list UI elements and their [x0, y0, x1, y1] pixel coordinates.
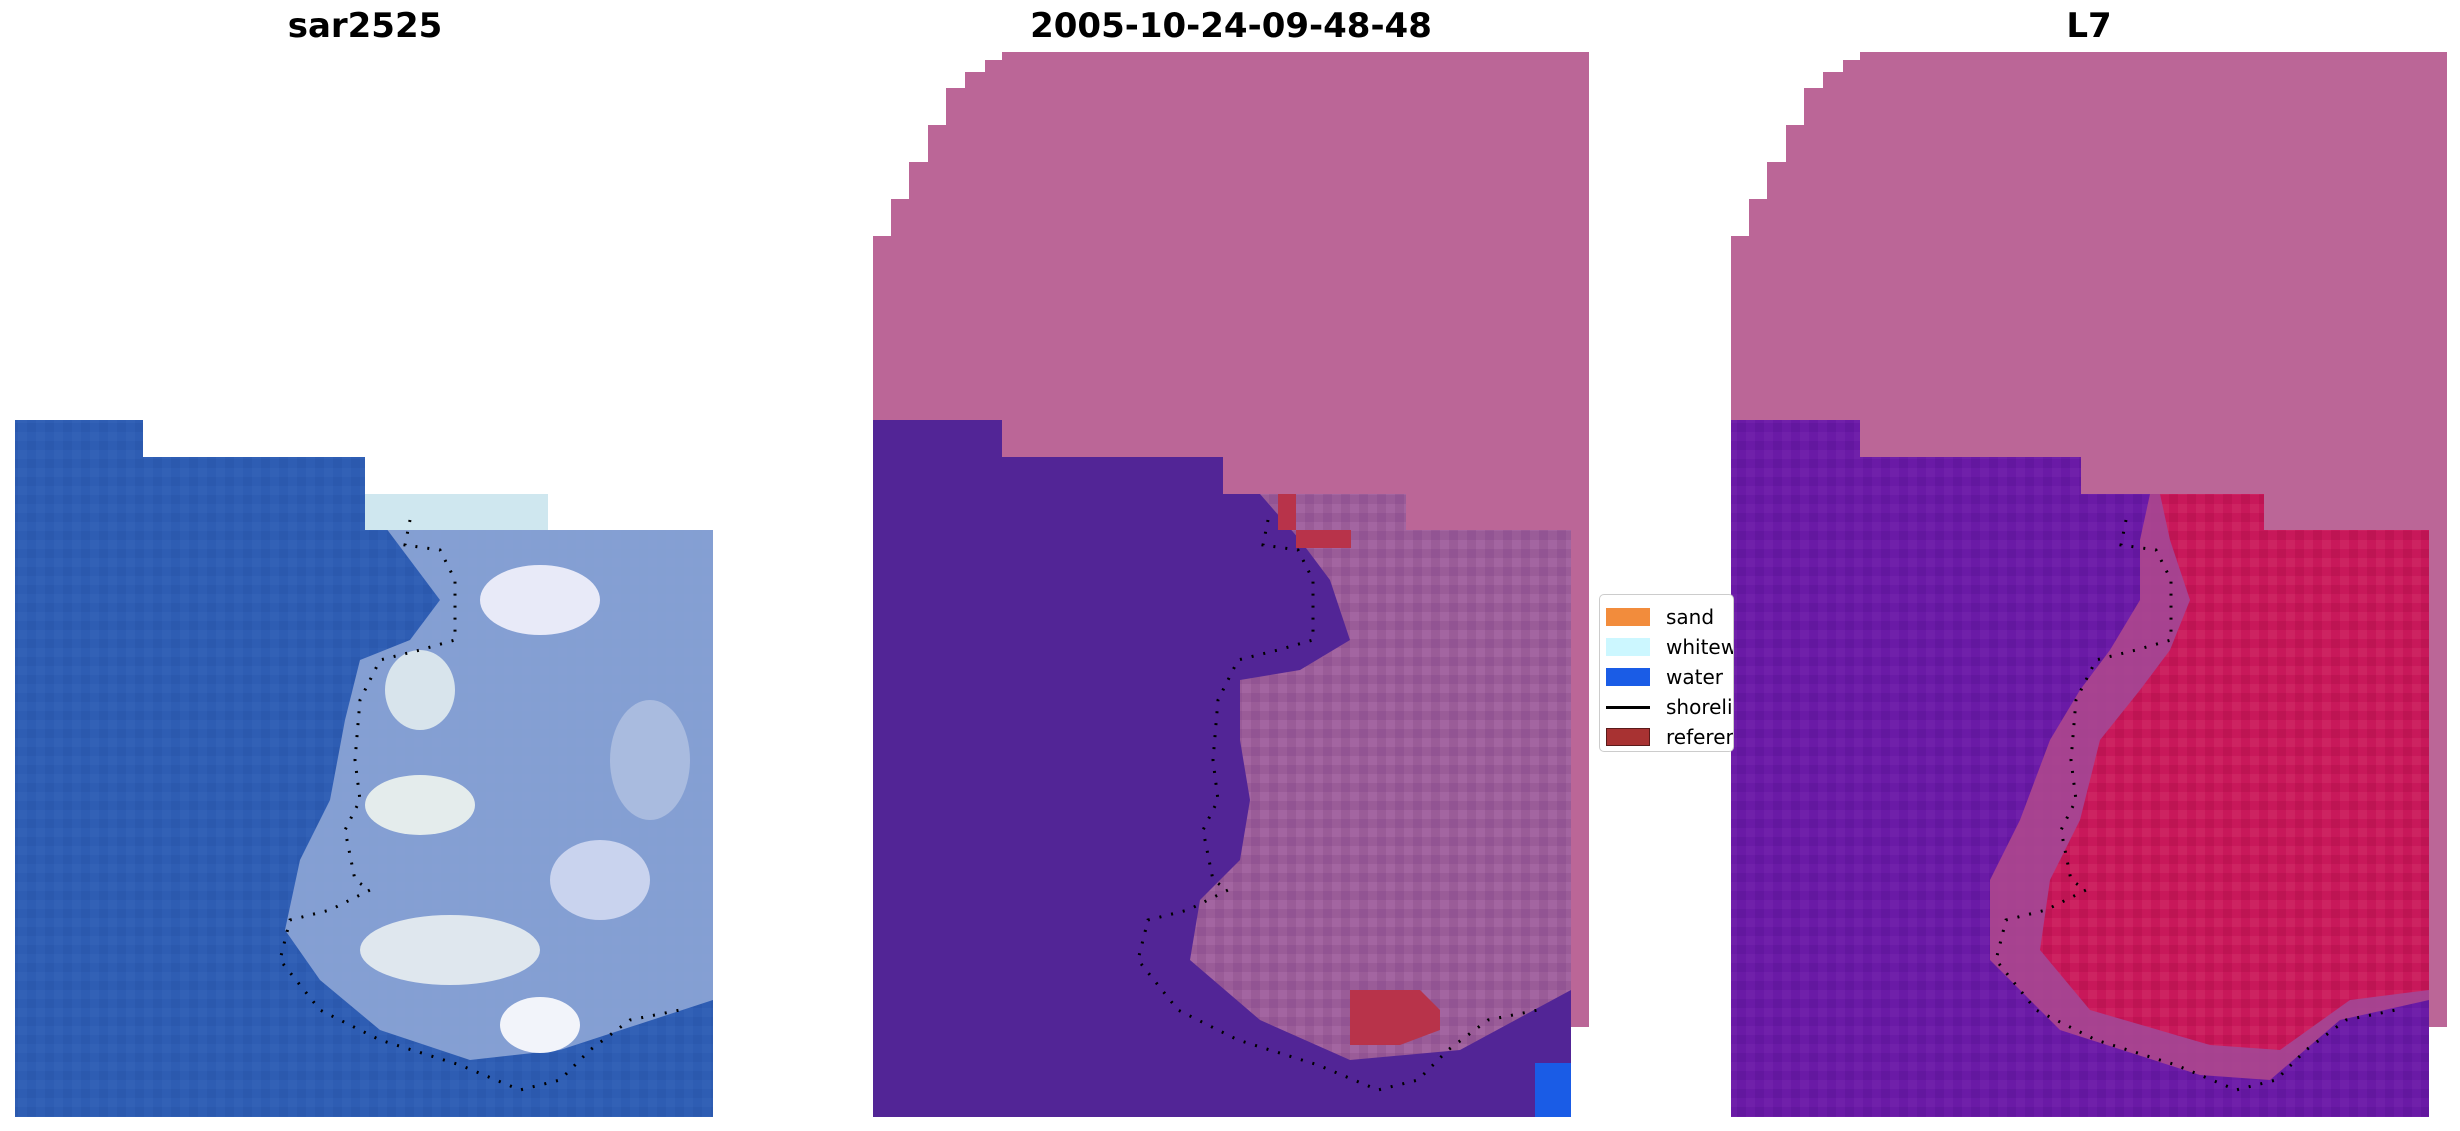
legend-item-shoreline: shoreline: [1606, 694, 1733, 720]
classification-image: [873, 52, 1589, 1117]
legend-label: shoreline: [1666, 695, 1733, 719]
legend-item-sand: sand: [1606, 604, 1714, 630]
panel-title-rgb: sar2525: [287, 6, 443, 46]
legend-item-water: water: [1606, 664, 1723, 690]
shoreline-classification: [1136, 519, 1539, 1092]
panel-title-classification: 2005-10-24-09-48-48: [1030, 6, 1432, 46]
legend-swatch-sand: [1606, 608, 1650, 626]
rgb-image: [15, 420, 713, 1117]
panel-title-index: L7: [2066, 6, 2112, 46]
legend-label: water: [1666, 665, 1723, 689]
legend-swatch-water: [1606, 668, 1650, 686]
legend-line-shoreline: [1606, 705, 1650, 709]
shoreline-index: [1994, 519, 2397, 1092]
legend-swatch-reference: [1606, 728, 1650, 746]
legend-item-reference-shoreline: reference shoreline: [1606, 724, 1733, 750]
shoreline-rgb: [278, 519, 681, 1092]
index-image: [1731, 52, 2447, 1117]
legend-label: reference shoreline: [1666, 725, 1733, 749]
legend-label: sand: [1666, 605, 1715, 629]
legend-swatch-whitewater: [1606, 638, 1650, 656]
